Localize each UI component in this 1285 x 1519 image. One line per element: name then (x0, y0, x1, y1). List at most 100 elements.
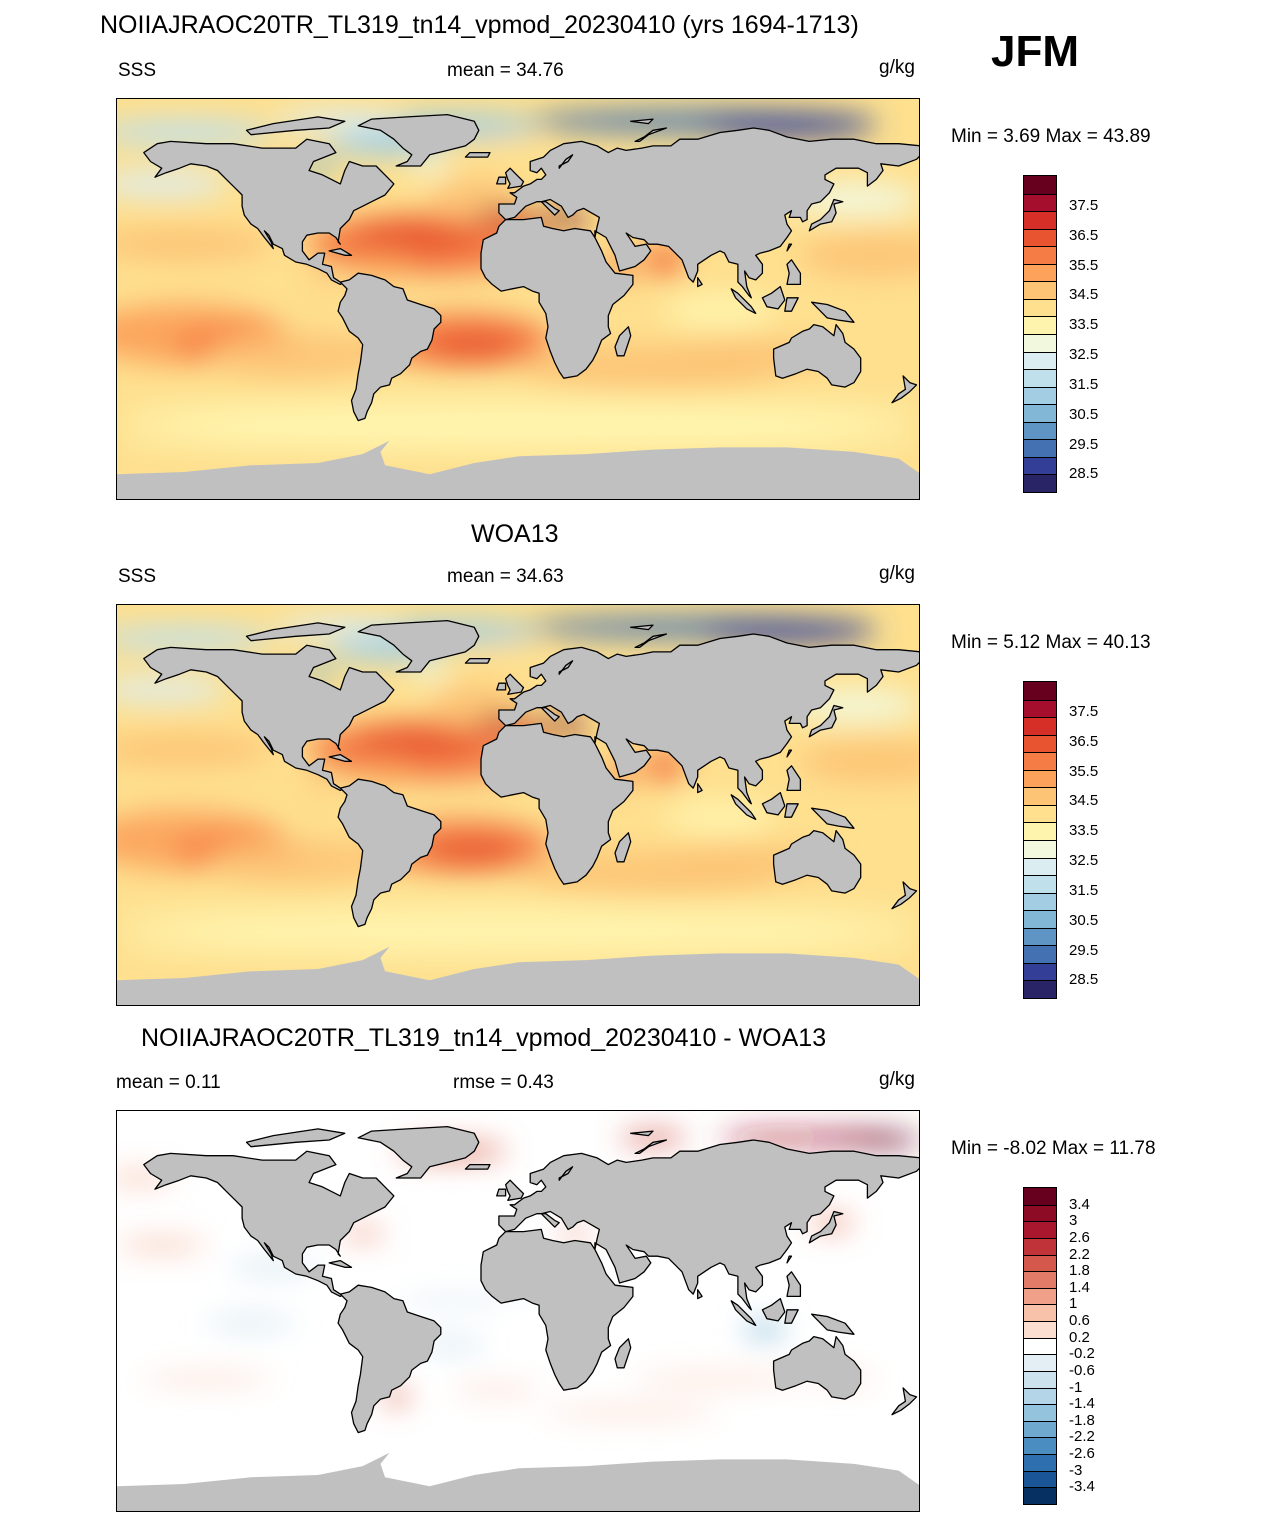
land-masses (117, 113, 919, 499)
land-north-america (143, 1150, 395, 1298)
land-new-guinea (810, 301, 855, 323)
land-sulawesi (784, 297, 799, 312)
colorbar-tick-label: 3.4 (1069, 1195, 1090, 1213)
ocean-value-patch (340, 1227, 385, 1241)
ocean-value-patch (117, 226, 274, 263)
ocean-value-patch (206, 333, 385, 379)
ocean-value-patch (536, 212, 591, 227)
colorbar-box (1024, 1404, 1056, 1421)
land-africa (480, 722, 634, 885)
land-taiwan (786, 1255, 793, 1264)
ocean-value-patch (206, 1316, 296, 1330)
panel3-mean-label: mean = 0.11 (116, 1072, 221, 1093)
colorbar-tick-label: 0.2 (1069, 1328, 1090, 1346)
colorbar-box (1024, 1470, 1056, 1488)
colorbar-tick-label: 35.5 (1069, 256, 1099, 274)
panel2-mean-label: mean = 34.63 (447, 566, 564, 587)
colorbar-box (1024, 1221, 1056, 1238)
ocean-value-patch (474, 141, 542, 169)
colorbar-box (1024, 193, 1056, 212)
colorbar-box (1024, 1271, 1056, 1288)
colorbar-tick-label: 1.4 (1069, 1278, 1090, 1296)
colorbar-box (1024, 1321, 1056, 1338)
ocean-value-patch (117, 425, 919, 452)
colorbar-tick-label: 30.5 (1069, 405, 1099, 423)
colorbar-box (1024, 1437, 1056, 1455)
colorbar-tick-label: 3 (1069, 1212, 1078, 1230)
colorbar-difference (1023, 1187, 1057, 1505)
ocean-field (117, 616, 919, 958)
colorbar-box (1024, 1454, 1056, 1471)
land-svalbard-fj (630, 624, 654, 631)
ocean-value-patch (630, 1372, 810, 1386)
colorbar-box (1024, 822, 1056, 840)
colorbar-box (1024, 474, 1056, 492)
land-borneo (761, 791, 786, 816)
land-iceland (464, 1163, 491, 1170)
colorbar-box (1024, 945, 1056, 963)
panel3-rmse-label: rmse = 0.43 (453, 1072, 554, 1093)
land-antarctica (117, 440, 919, 499)
colorbar-box (1024, 980, 1056, 998)
colorbar-box (1024, 1337, 1056, 1355)
ocean-value-patch (425, 837, 524, 865)
land-arctic-islands (245, 622, 346, 642)
land-south-america (337, 1284, 442, 1434)
colorbar-box (1024, 1387, 1056, 1405)
colorbar-tick-label: 30.5 (1069, 911, 1099, 929)
land-novaya (634, 127, 668, 143)
colorbar-box (1024, 1354, 1056, 1371)
land-new-zealand (891, 881, 918, 910)
land-britain (504, 673, 525, 695)
colorbar-tick-label: -0.6 (1069, 1361, 1095, 1379)
colorbar-tick-label: 2.6 (1069, 1228, 1090, 1246)
panel2-minmax-label: Min = 5.12 Max = 40.13 (951, 632, 1151, 653)
land-scandinavia-gulf (558, 1166, 574, 1181)
ocean-value-patch (161, 772, 341, 795)
colorbar-tick-label: 37.5 (1069, 702, 1099, 720)
land-antarctica (117, 1452, 919, 1511)
colorbar-tick-label: 32.5 (1069, 346, 1099, 364)
colorbar-tick-label: 33.5 (1069, 822, 1099, 840)
ocean-value-patch (556, 1229, 593, 1239)
land-iceland (464, 657, 491, 664)
colorbar-box (1024, 1287, 1056, 1305)
land-ireland (496, 176, 507, 185)
map-woa13-sss (116, 604, 920, 1006)
colorbar-box (1024, 717, 1056, 735)
ocean-value-patch (117, 931, 919, 958)
colorbar-box (1024, 752, 1056, 770)
land-borneo (761, 1297, 786, 1322)
season-label: JFM (991, 27, 1079, 76)
map-difference (116, 1110, 920, 1512)
land-africa (480, 216, 634, 379)
land-borneo (761, 285, 786, 310)
land-sri-lanka (697, 277, 703, 288)
land-scandinavia-gulf (558, 154, 574, 169)
colorbar-tick-label: 31.5 (1069, 881, 1099, 899)
land-sulawesi (784, 803, 799, 818)
land-south-america (337, 272, 442, 422)
land-new-guinea (810, 1313, 855, 1335)
land-ireland (496, 682, 507, 691)
land-greenland (357, 1125, 480, 1179)
land-north-america (143, 644, 395, 792)
land-britain (504, 1179, 525, 1201)
land-iceland (464, 151, 491, 158)
colorbar-box (1024, 1204, 1056, 1222)
colorbar-tick-label: 28.5 (1069, 465, 1099, 483)
land-novaya (634, 1139, 668, 1155)
ocean-value-patch (117, 676, 229, 704)
land-sumatra (730, 794, 757, 821)
colorbar-box (1024, 316, 1056, 334)
colorbar-box (1024, 1420, 1056, 1438)
land-madagascar (614, 326, 632, 357)
land-philippines (786, 259, 802, 286)
colorbar-tick-label: 34.5 (1069, 792, 1099, 810)
colorbar-box (1024, 840, 1056, 858)
ocean-value-patch (418, 1338, 486, 1353)
ocean-value-patch (664, 293, 776, 330)
colorbar-tick-label: -2.2 (1069, 1428, 1095, 1446)
colorbar-box (1024, 804, 1056, 823)
map-model-sss (116, 98, 920, 500)
